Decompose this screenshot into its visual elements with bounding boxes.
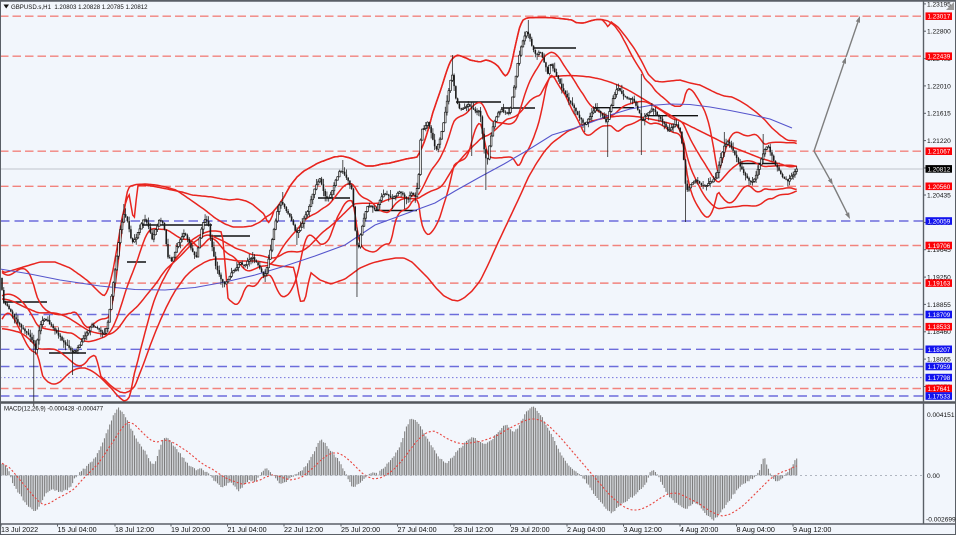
svg-text:1.22800: 1.22800 [927,29,951,36]
svg-text:29 Jul 20:00: 29 Jul 20:00 [511,525,550,534]
svg-text:2 Aug 04:00: 2 Aug 04:00 [567,525,605,534]
svg-text:GBPUSD.s,H1 1.20803 1.20828 1: GBPUSD.s,H1 1.20803 1.20828 1.20785 1.20… [11,4,148,11]
svg-text:25 Jul 20:00: 25 Jul 20:00 [341,525,380,534]
svg-text:1.21220: 1.21220 [927,138,951,145]
svg-text:19 Jul 20:00: 19 Jul 20:00 [171,525,210,534]
svg-text:1.21615: 1.21615 [927,111,951,118]
svg-text:1.20435: 1.20435 [927,192,951,199]
svg-text:0.004151: 0.004151 [927,412,955,419]
svg-text:3 Aug 12:00: 3 Aug 12:00 [624,525,662,534]
svg-text:4 Aug 20:00: 4 Aug 20:00 [680,525,718,534]
svg-text:1.17533: 1.17533 [928,394,951,401]
svg-text:1.22439: 1.22439 [928,54,951,61]
svg-text:-0.002699: -0.002699 [926,517,956,524]
svg-text:27 Jul 04:00: 27 Jul 04:00 [398,525,437,534]
svg-text:1.19706: 1.19706 [928,243,951,250]
svg-text:18 Jul 12:00: 18 Jul 12:00 [115,525,154,534]
svg-text:8 Aug 04:00: 8 Aug 04:00 [737,525,775,534]
svg-text:1.20812: 1.20812 [928,166,951,173]
svg-text:13 Jul 2022: 13 Jul 2022 [1,525,38,534]
svg-text:22 Jul 12:00: 22 Jul 12:00 [284,525,323,534]
svg-text:1.20560: 1.20560 [928,184,951,191]
svg-text:1.21067: 1.21067 [928,149,951,156]
svg-text:1.18207: 1.18207 [928,347,951,354]
svg-text:1.18855: 1.18855 [927,302,951,309]
svg-text:1.19645: 1.19645 [927,247,951,254]
svg-text:1.18533: 1.18533 [928,324,951,331]
svg-text:1.17959: 1.17959 [928,364,951,371]
svg-text:1.19250: 1.19250 [927,275,951,282]
svg-text:1.17641: 1.17641 [928,386,951,393]
svg-text:21 Jul 04:00: 21 Jul 04:00 [228,525,267,534]
svg-text:1.23017: 1.23017 [928,14,951,21]
svg-text:0.00: 0.00 [927,473,940,480]
svg-text:15 Jul 04:00: 15 Jul 04:00 [58,525,97,534]
svg-text:1.17798: 1.17798 [928,375,951,382]
svg-text:1.18460: 1.18460 [927,329,951,336]
svg-text:MACD(12,26,9) -0.000428 -0.000: MACD(12,26,9) -0.000428 -0.000477 [4,407,104,413]
svg-text:1.20059: 1.20059 [928,219,951,226]
svg-text:1.22010: 1.22010 [927,83,951,90]
svg-text:28 Jul 12:00: 28 Jul 12:00 [454,525,493,534]
svg-text:1.19163: 1.19163 [928,281,951,288]
svg-text:1.18065: 1.18065 [927,357,951,364]
svg-text:1.23195: 1.23195 [927,1,951,8]
svg-text:9 Aug 12:00: 9 Aug 12:00 [793,525,831,534]
svg-text:1.18709: 1.18709 [928,312,951,319]
